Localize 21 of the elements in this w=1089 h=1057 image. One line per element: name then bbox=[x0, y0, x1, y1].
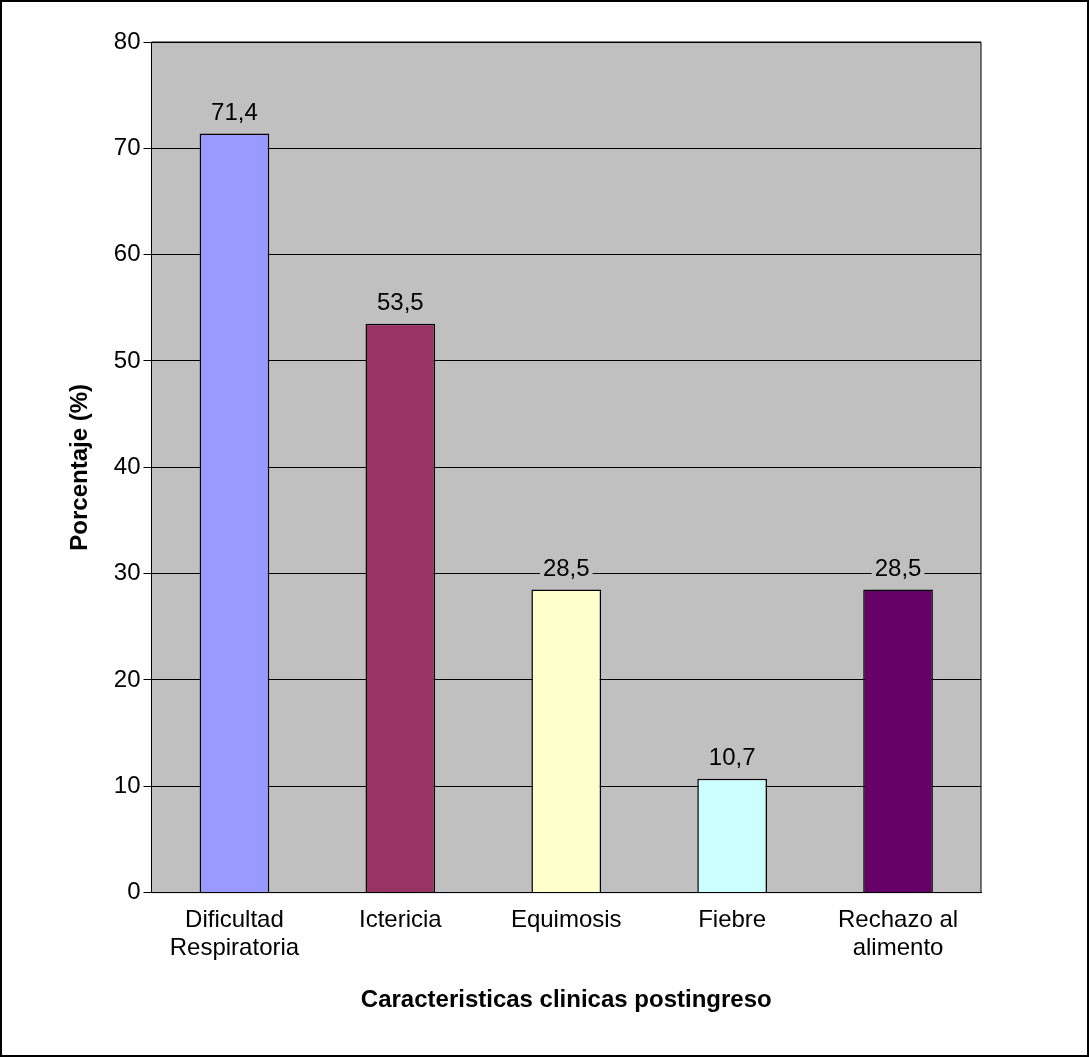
y-tick-label: 80 bbox=[113, 26, 141, 54]
data-label: 71,4 bbox=[211, 98, 258, 126]
x-tick-label: Equimosis bbox=[510, 904, 622, 932]
data-label: 10,7 bbox=[708, 743, 756, 771]
x-tick-label: Rechazo al alimento bbox=[838, 904, 959, 961]
y-tick-label: 0 bbox=[127, 877, 141, 905]
data-label: 53,5 bbox=[376, 288, 424, 316]
y-tick-label: 60 bbox=[113, 239, 141, 267]
y-tick-label: 40 bbox=[113, 451, 141, 479]
data-label: 28,5 bbox=[874, 554, 922, 582]
y-tick-label: 20 bbox=[113, 664, 141, 692]
y-axis-title: Porcentaje (%) bbox=[65, 383, 93, 551]
x-axis-title: Caracteristicas clinicas postingreso bbox=[360, 985, 772, 1013]
data-label: 28,5 bbox=[542, 554, 590, 582]
x-tick-label: Fiebre bbox=[698, 904, 767, 932]
x-tick-label: Ictericia bbox=[359, 904, 443, 932]
y-tick-label: 70 bbox=[113, 132, 141, 160]
x-tick-label: Dificultad Respiratoria bbox=[169, 904, 300, 961]
y-tick-label: 10 bbox=[113, 770, 141, 798]
y-tick-label: 30 bbox=[113, 558, 141, 586]
y-tick-label: 50 bbox=[113, 345, 141, 373]
